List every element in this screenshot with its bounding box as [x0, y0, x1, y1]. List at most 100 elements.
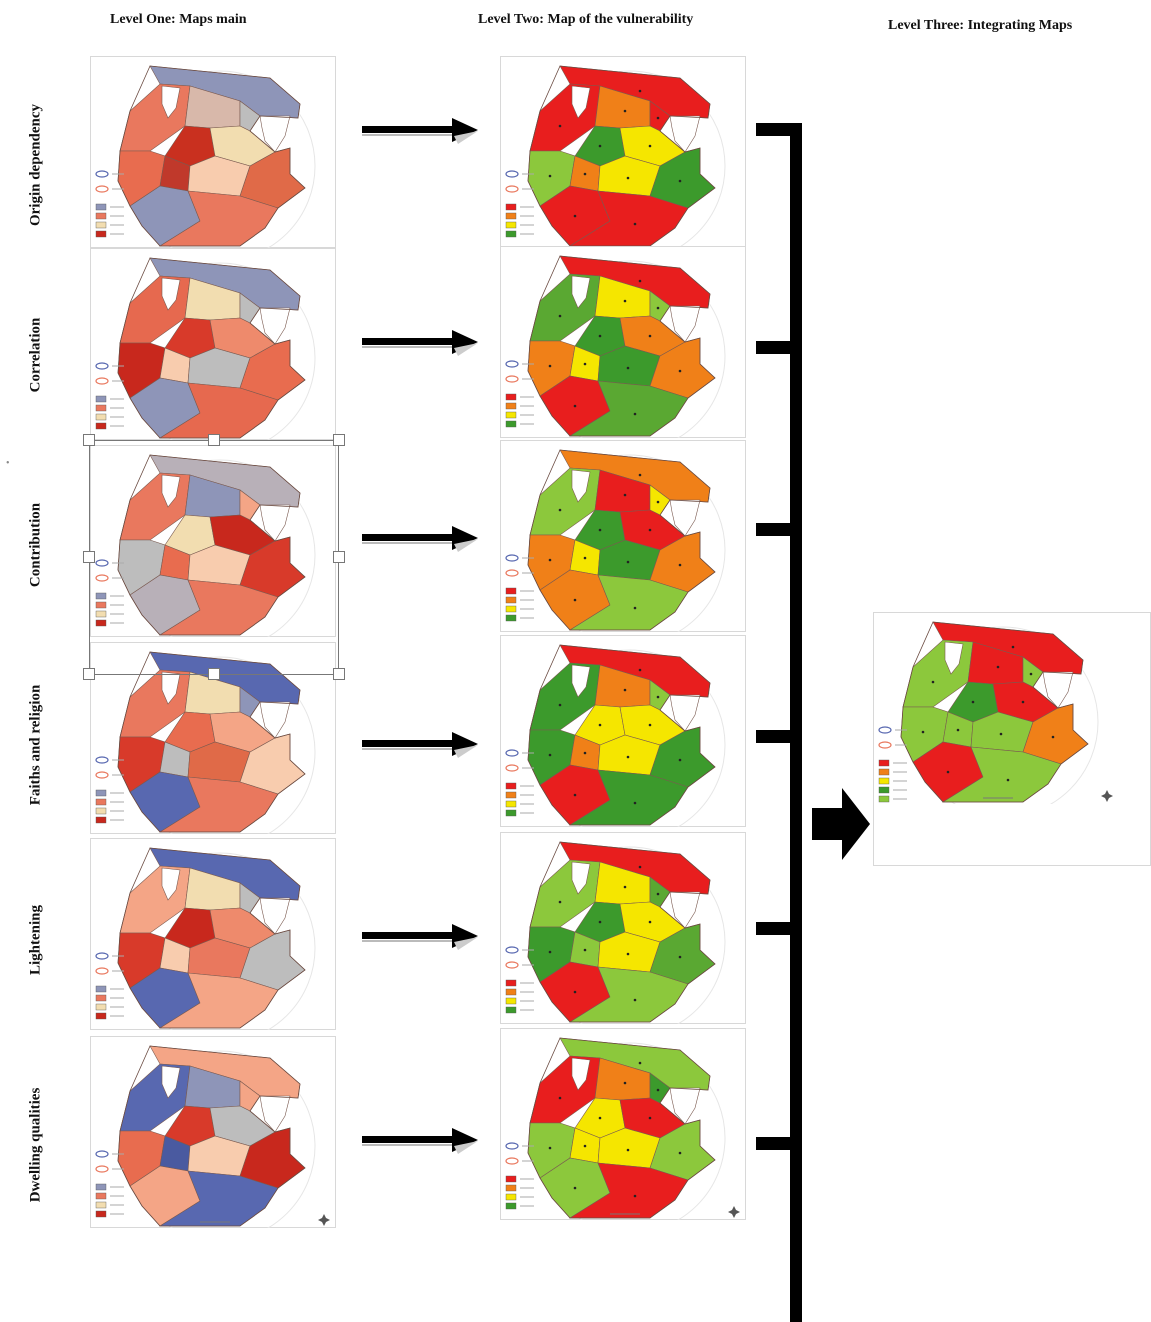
legend-swatch	[95, 395, 107, 403]
region-centroid	[931, 680, 935, 684]
legend-symbol	[95, 756, 109, 764]
arrow-right-icon	[362, 526, 478, 552]
resize-handle-tm[interactable]	[208, 434, 220, 446]
legend-symbol	[95, 1150, 109, 1158]
region-centroid	[946, 770, 950, 774]
legend-swatch	[505, 809, 517, 817]
region-centroid	[548, 174, 552, 178]
legend-swatch	[505, 596, 517, 604]
map-bay	[161, 1065, 181, 1099]
map-outline	[117, 257, 306, 439]
region-centroid	[598, 920, 602, 924]
level1-map	[90, 56, 336, 248]
legend-symbol	[505, 569, 519, 577]
map-outline	[527, 255, 716, 437]
resize-handle-bl[interactable]	[83, 668, 95, 680]
legend-swatch	[95, 1201, 107, 1209]
level2-map	[500, 440, 746, 632]
arrow-right-icon	[362, 118, 478, 144]
legend-symbol	[878, 726, 892, 734]
region-centroid	[623, 109, 627, 113]
choropleth-map	[95, 1045, 330, 1228]
region-centroid	[971, 700, 975, 704]
resize-handle-ml[interactable]	[83, 551, 95, 563]
resize-handle-br[interactable]	[333, 668, 345, 680]
region-centroid	[638, 473, 642, 477]
region-centroid	[573, 404, 577, 408]
legend-swatch	[95, 601, 107, 609]
legend-swatch	[95, 619, 107, 627]
choropleth-map	[505, 449, 726, 632]
legend-symbol	[95, 185, 109, 193]
region-centroid	[1051, 735, 1055, 739]
level1-map	[90, 1036, 336, 1228]
legend-swatch	[95, 1210, 107, 1218]
legend-swatch	[505, 411, 517, 419]
legend-swatch	[95, 1003, 107, 1011]
region-centroid	[573, 598, 577, 602]
region-centroid	[633, 801, 637, 805]
level1-map	[90, 445, 336, 637]
region-centroid	[558, 508, 562, 512]
region-centroid	[921, 730, 925, 734]
choropleth-map	[95, 847, 316, 1030]
bracket-tick	[756, 730, 802, 743]
legend-swatch	[505, 1184, 517, 1192]
map-outline	[117, 65, 306, 247]
level-two-title: Level Two: Map of the vulnerability	[478, 12, 694, 27]
region-centroid	[623, 493, 627, 497]
legend-symbol	[505, 764, 519, 772]
selection-box[interactable]	[89, 440, 339, 675]
choropleth-map	[505, 644, 726, 827]
region-centroid	[678, 758, 682, 762]
map-outline	[527, 65, 716, 247]
region-centroid	[623, 885, 627, 889]
legend-symbol	[505, 749, 519, 757]
region-centroid	[558, 314, 562, 318]
resize-handle-bm[interactable]	[208, 668, 220, 680]
legend-symbol	[95, 967, 109, 975]
legend-swatch	[505, 420, 517, 428]
region-centroid	[623, 1081, 627, 1085]
legend-swatch	[878, 759, 890, 767]
legend-symbol	[505, 554, 519, 562]
resize-handle-tl[interactable]	[83, 434, 95, 446]
map-outline	[117, 454, 306, 636]
legend-symbol	[95, 362, 109, 370]
region-centroid	[633, 606, 637, 610]
region-centroid	[626, 952, 630, 956]
bracket-tick	[756, 123, 802, 136]
legend-swatch	[95, 994, 107, 1002]
choropleth-map	[95, 65, 316, 248]
region-centroid	[626, 755, 630, 759]
legend-swatch	[95, 798, 107, 806]
level2-map	[500, 56, 746, 248]
region-centroid	[583, 172, 587, 176]
legend-symbol	[505, 360, 519, 368]
region-centroid	[648, 144, 652, 148]
legend-symbol	[95, 377, 109, 385]
choropleth-map	[505, 65, 726, 248]
north-arrow-icon	[728, 1206, 740, 1218]
resize-handle-mr[interactable]	[333, 551, 345, 563]
legend-swatch	[95, 203, 107, 211]
level2-map	[500, 246, 746, 438]
legend-symbol	[95, 559, 109, 567]
region-centroid	[583, 556, 587, 560]
legend-swatch	[878, 795, 890, 803]
legend-swatch	[95, 413, 107, 421]
legend-swatch	[505, 997, 517, 1005]
region-centroid	[558, 900, 562, 904]
legend-symbol	[95, 952, 109, 960]
map-outline	[527, 449, 716, 631]
map-outline	[117, 1045, 306, 1227]
legend-symbol	[95, 574, 109, 582]
region-centroid	[598, 334, 602, 338]
legend-swatch	[505, 230, 517, 238]
region-centroid	[633, 222, 637, 226]
resize-handle-tr[interactable]	[333, 434, 345, 446]
legend-symbol	[505, 170, 519, 178]
legend-symbol	[505, 946, 519, 954]
region-centroid	[638, 865, 642, 869]
map-outline	[527, 841, 716, 1023]
